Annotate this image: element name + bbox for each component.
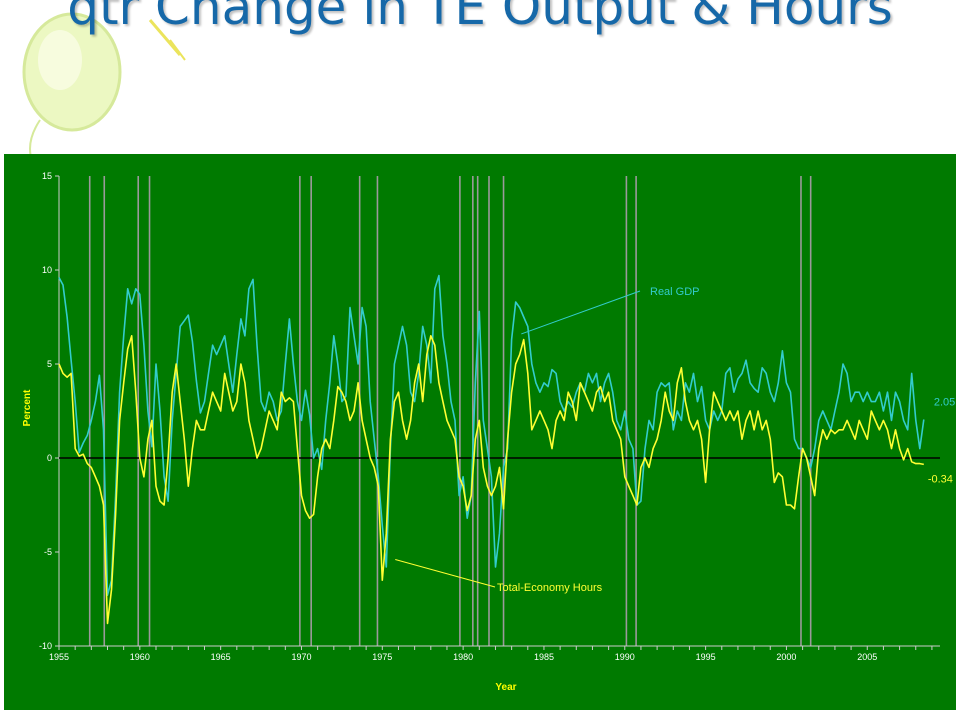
y-tick-label: 0 [47, 453, 52, 463]
x-axis-title: Year [495, 682, 516, 693]
recession-markers [88, 176, 812, 646]
x-tick-label: 1995 [696, 652, 716, 662]
x-tick-label: 1975 [372, 652, 392, 662]
y-tick-label: 15 [42, 171, 52, 181]
hours-line [58, 335, 924, 625]
y-tick-label: -5 [44, 547, 52, 557]
gdp-end-label: 2.05 [934, 396, 955, 408]
x-tick-label: 1980 [453, 652, 473, 662]
chart-panel: 15 10 5 0 -5 -10 1955 1960 1965 1970 1975 1980 1985… [4, 154, 956, 710]
x-tick-label: 1985 [534, 652, 554, 662]
slide-title: qtr Change in TE Output & Hours [67, 0, 893, 36]
hours-leader-line [395, 559, 496, 588]
x-tick-label: 2000 [776, 652, 796, 662]
x-tick-label: 2005 [857, 652, 877, 662]
series-lines [58, 274, 925, 625]
hours-annotation: Total-Economy Hours [497, 582, 603, 594]
y-axis-title: Percent [22, 389, 33, 426]
y-tick-label: -10 [39, 641, 52, 651]
annotations: Real GDP Total-Economy Hours 2.05 -0.34 [395, 286, 955, 594]
real-gdp-leader-line [521, 290, 641, 335]
x-tick-label: 1990 [615, 652, 635, 662]
line-chart: 15 10 5 0 -5 -10 1955 1960 1965 1970 1975 1980 1985… [22, 171, 955, 693]
x-tick-label: 1960 [130, 652, 150, 662]
y-tick-label: 5 [47, 359, 52, 369]
x-ticks: 1955 1960 1965 1970 1975 1980 1985 1990 1995 2000… [49, 646, 933, 662]
real-gdp-line [58, 274, 925, 596]
axes [58, 176, 940, 647]
x-tick-label: 1965 [211, 652, 231, 662]
y-ticks: 15 10 5 0 -5 -10 [39, 171, 59, 651]
real-gdp-annotation: Real GDP [650, 286, 700, 298]
x-tick-label: 1955 [49, 652, 69, 662]
x-tick-label: 1970 [291, 652, 311, 662]
hours-end-label: -0.34 [928, 473, 953, 485]
y-tick-label: 10 [42, 265, 52, 275]
